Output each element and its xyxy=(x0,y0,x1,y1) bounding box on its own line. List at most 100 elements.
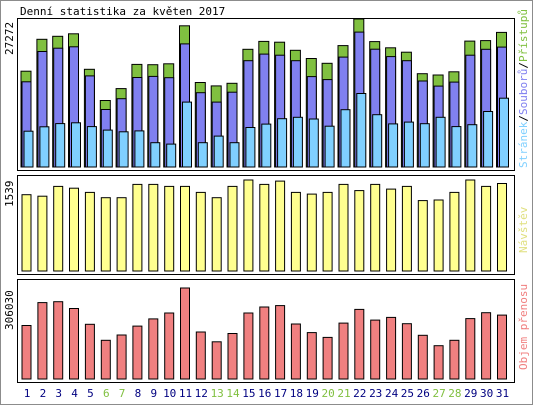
day-label: 31 xyxy=(496,387,509,400)
day-label: 28 xyxy=(448,387,461,400)
pages-bar xyxy=(213,135,224,168)
pages-bar xyxy=(197,142,208,168)
legend-hits: Přístupů xyxy=(517,9,530,62)
traffic-bar xyxy=(338,322,349,380)
pages-bar xyxy=(372,114,383,168)
visits-bar xyxy=(84,191,95,272)
visits-bar xyxy=(322,191,333,272)
day-label: 4 xyxy=(71,387,78,400)
day-label: 14 xyxy=(226,387,240,400)
traffic-bar xyxy=(306,332,317,380)
pages-bar xyxy=(86,126,97,168)
visits-bar xyxy=(401,185,412,272)
traffic-bar xyxy=(37,302,48,380)
visits-bar xyxy=(164,185,175,272)
visits-bar xyxy=(433,199,444,272)
day-label: 20 xyxy=(321,387,334,400)
top-panel-legend: Stránek/Souborů/Přístupů xyxy=(517,9,530,168)
day-label: 16 xyxy=(258,387,271,400)
pages-bar xyxy=(134,130,145,168)
pages-bar xyxy=(71,122,81,168)
visits-bar xyxy=(211,197,222,272)
day-label: 25 xyxy=(401,387,414,400)
visits-bar xyxy=(180,185,190,272)
day-label: 22 xyxy=(353,387,366,400)
day-label: 27 xyxy=(432,387,445,400)
traffic-bar xyxy=(21,325,32,380)
pages-bar xyxy=(388,123,399,168)
bottom-panel-bars xyxy=(21,287,507,380)
traffic-bar xyxy=(195,331,206,380)
chart-title: Denní statistika za květen 2017 xyxy=(20,5,225,18)
bottom-panel-frame xyxy=(17,279,515,383)
visits-bar xyxy=(417,200,428,272)
day-label: 19 xyxy=(306,387,319,400)
pages-bar xyxy=(356,93,367,168)
traffic-bar xyxy=(465,318,476,380)
pages-bar xyxy=(277,118,288,168)
traffic-bar xyxy=(386,316,397,380)
day-label: 15 xyxy=(242,387,255,400)
pages-bar xyxy=(23,130,34,168)
traffic-bar xyxy=(275,305,286,380)
visits-bar xyxy=(132,183,143,272)
legend-separator-2: / xyxy=(517,62,530,69)
day-label: 3 xyxy=(55,387,62,400)
day-label: 26 xyxy=(417,387,430,400)
pages-bar xyxy=(229,142,240,168)
visits-bar xyxy=(100,197,111,272)
top-panel-bars xyxy=(20,18,509,168)
traffic-bar xyxy=(290,323,301,380)
traffic-bar xyxy=(322,336,333,380)
traffic-bar xyxy=(84,323,95,380)
visits-bar xyxy=(449,191,460,272)
bottom-panel-legend: Objem přenosu xyxy=(517,284,530,370)
pages-bar xyxy=(150,142,161,168)
day-label: 1 xyxy=(24,387,31,400)
traffic-bar xyxy=(370,319,381,380)
pages-bar xyxy=(261,123,272,168)
traffic-bar xyxy=(354,308,365,380)
traffic-bar xyxy=(132,325,143,380)
traffic-bar xyxy=(180,287,190,380)
day-label: 12 xyxy=(195,387,208,400)
pages-bar xyxy=(499,97,509,168)
middle-panel-frame xyxy=(17,175,515,275)
day-label: 21 xyxy=(337,387,350,400)
traffic-bar xyxy=(433,345,444,380)
pages-bar xyxy=(467,124,478,168)
day-label: 17 xyxy=(274,387,287,400)
pages-bar xyxy=(182,101,192,168)
visits-bar xyxy=(386,188,397,272)
day-label: 7 xyxy=(119,387,126,400)
visits-bar xyxy=(354,190,365,272)
traffic-bar xyxy=(116,334,127,380)
day-label: 11 xyxy=(179,387,192,400)
top-panel-ymax-label: 27272 xyxy=(3,22,16,55)
legend-files: Souborů xyxy=(517,69,530,115)
pages-bar xyxy=(451,126,462,168)
pages-bar xyxy=(55,123,66,168)
traffic-bar xyxy=(53,301,64,380)
pages-bar xyxy=(403,121,414,168)
visits-bar xyxy=(53,185,64,272)
day-label: 18 xyxy=(290,387,303,400)
pages-bar xyxy=(118,131,129,168)
traffic-bar xyxy=(211,341,222,380)
visits-bar xyxy=(370,183,381,272)
visits-bar xyxy=(116,197,127,272)
middle-panel-bars xyxy=(21,179,507,272)
day-label: 13 xyxy=(211,387,224,400)
day-label: 8 xyxy=(135,387,142,400)
traffic-bar xyxy=(481,312,492,380)
traffic-bar xyxy=(100,339,111,380)
day-label: 5 xyxy=(87,387,94,400)
pages-bar xyxy=(340,109,351,168)
pages-bar xyxy=(245,127,256,168)
traffic-bar xyxy=(417,334,428,380)
legend-separator-1: / xyxy=(517,115,530,122)
middle-panel-legend: Návštěv xyxy=(517,206,530,253)
traffic-bar xyxy=(497,314,507,380)
